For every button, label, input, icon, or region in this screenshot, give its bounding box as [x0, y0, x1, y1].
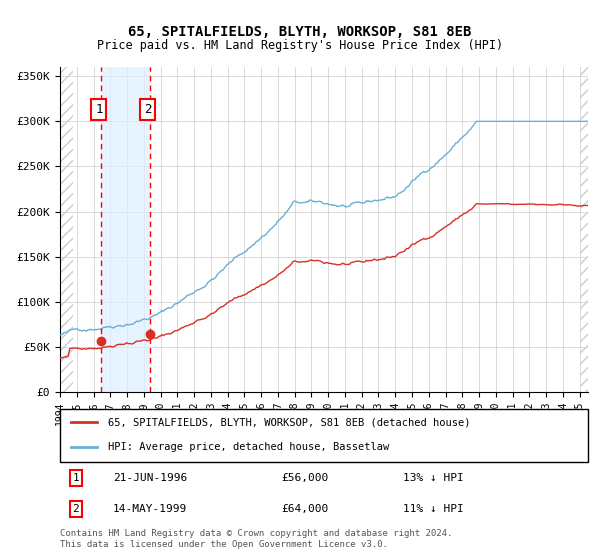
Text: 2: 2 [144, 103, 151, 116]
Bar [101, 67, 150, 392]
Text: 1: 1 [73, 473, 79, 483]
Text: £56,000: £56,000 [282, 473, 329, 483]
Text: 65, SPITALFIELDS, BLYTH, WORKSOP, S81 8EB: 65, SPITALFIELDS, BLYTH, WORKSOP, S81 8E… [128, 25, 472, 39]
Text: 11% ↓ HPI: 11% ↓ HPI [403, 504, 464, 514]
Text: 1: 1 [95, 103, 103, 116]
Text: HPI: Average price, detached house, Bassetlaw: HPI: Average price, detached house, Bass… [107, 442, 389, 452]
Text: 21-JUN-1996: 21-JUN-1996 [113, 473, 187, 483]
Text: 2: 2 [73, 504, 79, 514]
Text: Contains HM Land Registry data © Crown copyright and database right 2024.
This d: Contains HM Land Registry data © Crown c… [60, 529, 452, 549]
Text: 13% ↓ HPI: 13% ↓ HPI [403, 473, 464, 483]
Text: 14-MAY-1999: 14-MAY-1999 [113, 504, 187, 514]
Bar [60, 67, 73, 392]
Bar [580, 67, 588, 392]
Text: £64,000: £64,000 [282, 504, 329, 514]
Text: Price paid vs. HM Land Registry's House Price Index (HPI): Price paid vs. HM Land Registry's House … [97, 39, 503, 52]
FancyBboxPatch shape [60, 409, 588, 462]
Text: 65, SPITALFIELDS, BLYTH, WORKSOP, S81 8EB (detached house): 65, SPITALFIELDS, BLYTH, WORKSOP, S81 8E… [107, 417, 470, 427]
